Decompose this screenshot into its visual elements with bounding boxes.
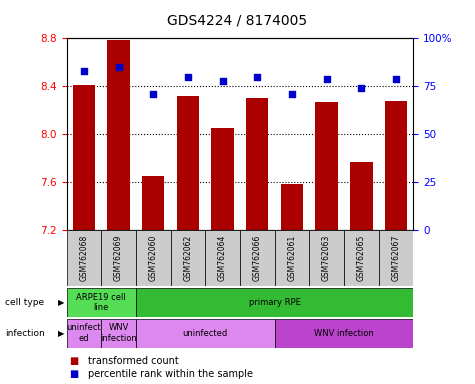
Text: percentile rank within the sample: percentile rank within the sample	[88, 369, 253, 379]
Point	[288, 91, 295, 97]
Text: uninfected: uninfected	[182, 329, 228, 338]
Point	[358, 85, 365, 91]
Bar	[275, 230, 309, 286]
Point	[392, 76, 400, 82]
Bar	[246, 98, 268, 230]
Text: GSM762062: GSM762062	[183, 235, 192, 281]
Text: transformed count: transformed count	[88, 356, 179, 366]
Bar	[101, 319, 136, 348]
Bar	[136, 319, 275, 348]
Bar	[309, 230, 344, 286]
Point	[323, 76, 331, 82]
Text: ▶: ▶	[57, 329, 64, 338]
Bar	[66, 319, 101, 348]
Bar	[350, 162, 372, 230]
Point	[254, 74, 261, 80]
Text: GSM762065: GSM762065	[357, 235, 366, 281]
Text: GDS4224 / 8174005: GDS4224 / 8174005	[167, 13, 308, 27]
Bar	[240, 230, 275, 286]
Bar	[171, 230, 205, 286]
Bar	[281, 184, 303, 230]
Point	[115, 64, 123, 70]
Text: GSM762066: GSM762066	[253, 235, 262, 281]
Text: GSM762068: GSM762068	[79, 235, 88, 281]
Text: cell type: cell type	[5, 298, 44, 307]
Text: GSM762061: GSM762061	[287, 235, 296, 281]
Bar	[211, 128, 234, 230]
Bar	[344, 230, 379, 286]
Bar	[66, 230, 101, 286]
Text: infection: infection	[5, 329, 45, 338]
Bar	[136, 230, 171, 286]
Text: GSM762063: GSM762063	[322, 235, 331, 281]
Text: primary RPE: primary RPE	[248, 298, 301, 307]
Bar	[136, 288, 413, 317]
Bar	[205, 230, 240, 286]
Point	[149, 91, 157, 97]
Text: ▶: ▶	[57, 298, 64, 307]
Text: GSM762067: GSM762067	[391, 235, 400, 281]
Bar	[73, 85, 95, 230]
Bar	[107, 40, 130, 230]
Text: GSM762069: GSM762069	[114, 235, 123, 281]
Bar	[379, 230, 413, 286]
Text: ■: ■	[69, 369, 78, 379]
Bar	[275, 319, 413, 348]
Text: GSM762060: GSM762060	[149, 235, 158, 281]
Text: ARPE19 cell
line: ARPE19 cell line	[76, 293, 126, 312]
Text: GSM762064: GSM762064	[218, 235, 227, 281]
Point	[184, 74, 192, 80]
Text: WNV infection: WNV infection	[314, 329, 374, 338]
Bar	[315, 102, 338, 230]
Bar	[66, 288, 136, 317]
Point	[80, 68, 88, 74]
Bar	[385, 101, 407, 230]
Text: uninfect
ed: uninfect ed	[66, 323, 101, 343]
Text: WNV
infection: WNV infection	[100, 323, 137, 343]
Text: ■: ■	[69, 356, 78, 366]
Bar	[177, 96, 199, 230]
Bar	[142, 176, 164, 230]
Bar	[101, 230, 136, 286]
Point	[218, 78, 227, 84]
